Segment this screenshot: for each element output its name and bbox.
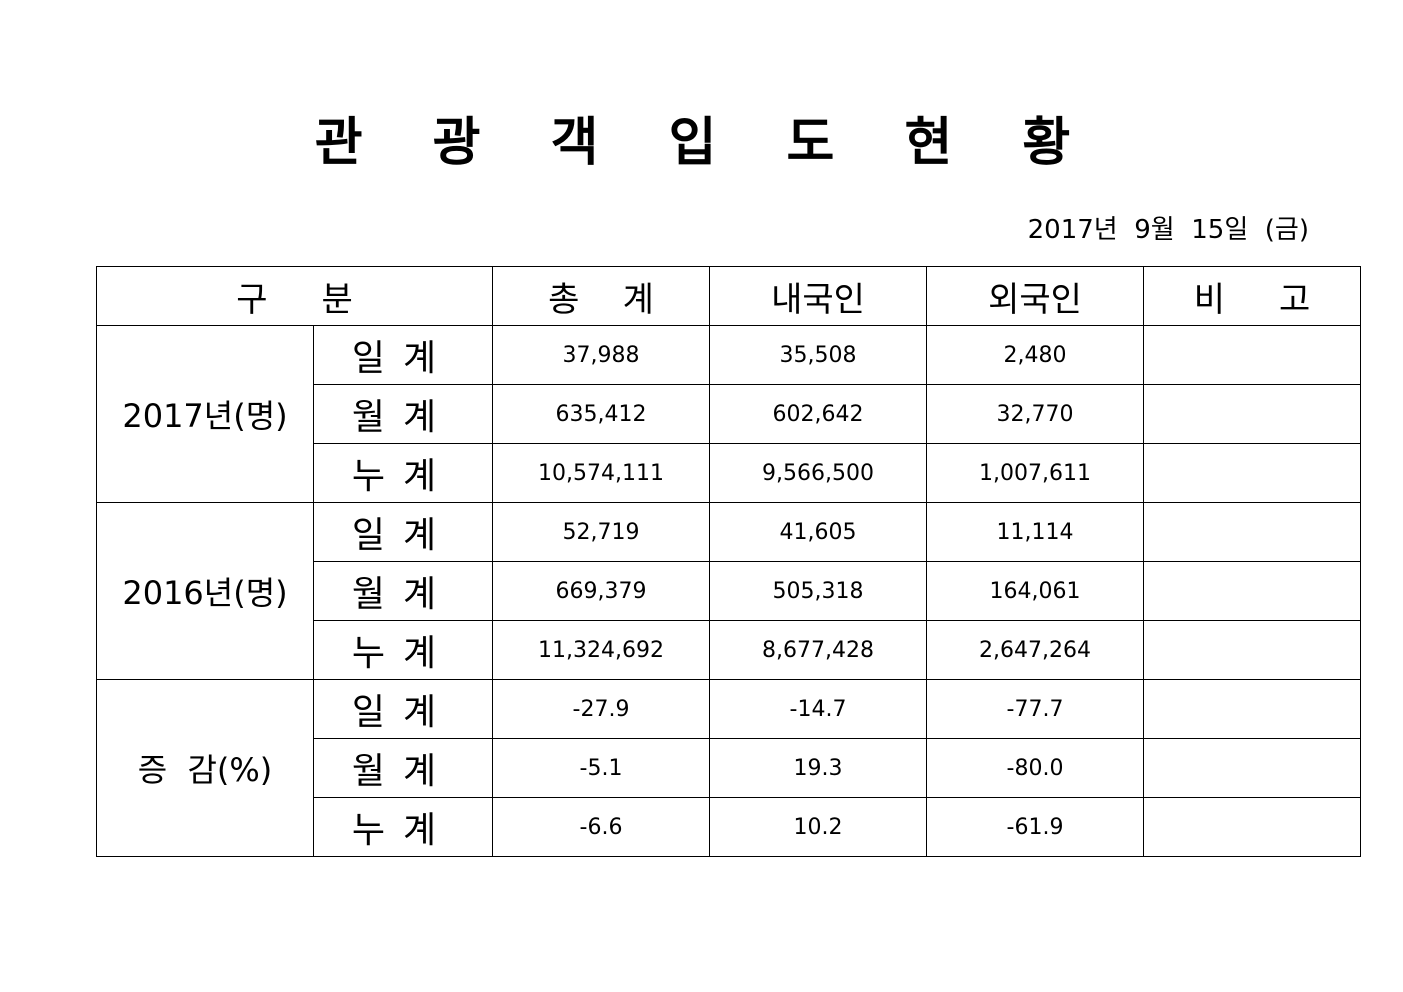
cell-domestic: 10.2 [709,797,927,857]
cell-total: 37,988 [492,325,710,385]
row-label-monthly: 월계 [313,738,493,798]
header-category: 구 분 [96,266,493,326]
cell-remarks [1143,679,1361,739]
group-label-2017: 2017년(명) [96,325,314,503]
header-total: 총 계 [492,266,710,326]
row-label-daily: 일계 [313,502,493,562]
cell-domestic: 41,605 [709,502,927,562]
cell-domestic: 35,508 [709,325,927,385]
cell-domestic: 19.3 [709,738,927,798]
cell-remarks [1143,797,1361,857]
row-label-cumulative: 누계 [313,443,493,503]
cell-foreign: 1,007,611 [926,443,1144,503]
cell-total: -6.6 [492,797,710,857]
cell-total: 635,412 [492,384,710,444]
cell-domestic: 505,318 [709,561,927,621]
cell-foreign: 2,480 [926,325,1144,385]
report-date: 2017년 9월 15일 (금) [1027,215,1309,245]
row-label-daily: 일계 [313,679,493,739]
cell-total: 669,379 [492,561,710,621]
table-row: 누계 10,574,111 9,566,500 1,007,611 [97,443,1361,503]
tourist-arrivals-table: 구 분 총 계 내국인 외국인 비 고 2017년(명) 일계 37,988 3… [96,266,1361,857]
row-label-cumulative: 누계 [313,797,493,857]
cell-foreign: -77.7 [926,679,1144,739]
table-row: 월계 669,379 505,318 164,061 [97,561,1361,621]
cell-remarks [1143,561,1361,621]
group-label-2016: 2016년(명) [96,502,314,680]
row-label-monthly: 월계 [313,561,493,621]
cell-total: 52,719 [492,502,710,562]
header-domestic: 내국인 [709,266,927,326]
cell-foreign: 32,770 [926,384,1144,444]
cell-total: -27.9 [492,679,710,739]
cell-remarks [1143,620,1361,680]
row-label-daily: 일계 [313,325,493,385]
cell-remarks [1143,325,1361,385]
row-label-monthly: 월계 [313,384,493,444]
cell-remarks [1143,738,1361,798]
table-row: 2017년(명) 일계 37,988 35,508 2,480 [96,325,1361,503]
cell-foreign: 164,061 [926,561,1144,621]
cell-foreign: 11,114 [926,502,1144,562]
cell-remarks [1143,502,1361,562]
header-row: 구 분 총 계 내국인 외국인 비 고 [96,266,1361,326]
group-label-change: 증 감(%) [96,679,314,857]
document-title: 관 광 객 입 도 현 황 [314,113,1097,173]
cell-domestic: -14.7 [709,679,927,739]
cell-domestic: 602,642 [709,384,927,444]
cell-total: 11,324,692 [492,620,710,680]
cell-foreign: -80.0 [926,738,1144,798]
header-remarks: 비 고 [1143,266,1361,326]
cell-domestic: 9,566,500 [709,443,927,503]
table-row: 증 감(%) 일계 -27.9 -14.7 -77.7 [96,679,1361,857]
row-label-cumulative: 누계 [313,620,493,680]
cell-remarks [1143,443,1361,503]
table-row: 월계 -5.1 19.3 -80.0 [97,738,1361,798]
table-row: 누계 11,324,692 8,677,428 2,647,264 [97,620,1361,680]
cell-remarks [1143,384,1361,444]
cell-foreign: -61.9 [926,797,1144,857]
header-foreign: 외국인 [926,266,1144,326]
table-row: 2016년(명) 일계 52,719 41,605 11,114 [96,502,1361,680]
cell-total: 10,574,111 [492,443,710,503]
cell-total: -5.1 [492,738,710,798]
table-row: 누계 -6.6 10.2 -61.9 [97,797,1361,857]
cell-foreign: 2,647,264 [926,620,1144,680]
cell-domestic: 8,677,428 [709,620,927,680]
